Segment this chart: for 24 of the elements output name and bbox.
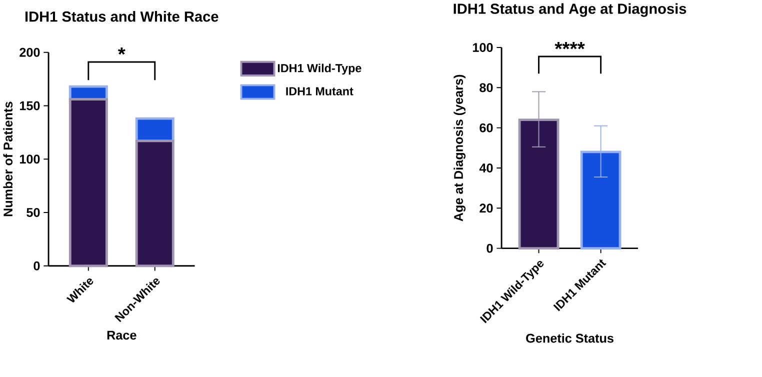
legend-label: IDH1 Wild-Type bbox=[278, 64, 362, 75]
y-tick-label: 100 bbox=[20, 154, 40, 164]
bar bbox=[135, 140, 174, 268]
y-tick-label: 20 bbox=[480, 204, 493, 213]
chart-title: IDH1 Status and White Race bbox=[25, 11, 218, 22]
y-tick-label: 60 bbox=[480, 123, 493, 132]
y-tick-label: 200 bbox=[20, 48, 40, 57]
y-tick-label: 0 bbox=[486, 244, 493, 253]
y-axis-title: Age at Diagnosis (years) bbox=[454, 74, 466, 222]
y-axis-title: Number of Patients bbox=[3, 102, 13, 216]
bar bbox=[135, 117, 174, 142]
y-tick-label: 100 bbox=[472, 43, 493, 52]
annotation: **** bbox=[554, 42, 585, 50]
y-tick-label: 80 bbox=[480, 83, 493, 92]
y-tick-label: 40 bbox=[479, 164, 493, 172]
chart-title: IDH1 Status and Age at Diagnosis bbox=[454, 3, 686, 17]
y-tick-label: 50 bbox=[26, 208, 40, 217]
bar bbox=[68, 98, 108, 268]
x-axis-title: Race bbox=[107, 330, 136, 340]
legend-label: IDH1 Mutant bbox=[286, 87, 354, 96]
x-axis-title: Genetic Status bbox=[526, 333, 614, 343]
annotation: * bbox=[118, 47, 126, 55]
y-tick-label: 0 bbox=[34, 261, 40, 270]
y-tick-label: 150 bbox=[20, 101, 40, 110]
